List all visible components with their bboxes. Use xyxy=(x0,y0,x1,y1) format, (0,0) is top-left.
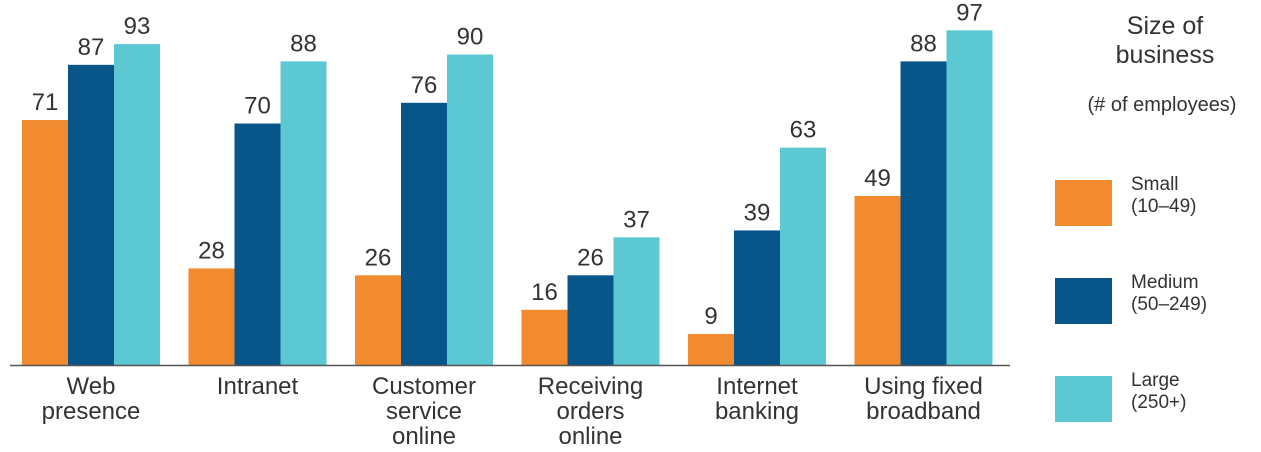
category-label-line: banking xyxy=(715,398,799,425)
category-label-line: Internet xyxy=(716,373,798,400)
bar-medium-3 xyxy=(567,275,614,365)
category-label-line: Web xyxy=(67,373,116,400)
value-label-large-2: 90 xyxy=(457,24,484,51)
bar-medium-5 xyxy=(900,61,947,366)
bar-small-4 xyxy=(688,333,734,365)
category-label-line: broadband xyxy=(866,398,981,425)
category-label-line: Receiving xyxy=(538,373,643,400)
category-label-2: Customer service online xyxy=(372,373,476,450)
category-label-line: Using fixed xyxy=(864,373,983,400)
bar-small-3 xyxy=(521,309,568,365)
bar-medium-1 xyxy=(234,123,281,365)
legend-item-medium: Medium (50–249) xyxy=(1055,272,1255,334)
category-label-line: presence xyxy=(42,398,141,425)
bar-small-1 xyxy=(188,268,235,365)
bar-large-4 xyxy=(780,147,826,365)
value-label-small-4: 9 xyxy=(704,303,717,330)
category-label-line: orders xyxy=(556,398,624,425)
value-label-small-2: 26 xyxy=(365,244,392,271)
legend-swatch-large xyxy=(1055,376,1112,422)
bar-small-5 xyxy=(854,195,901,365)
value-label-medium-3: 26 xyxy=(577,244,604,271)
value-label-large-5: 97 xyxy=(956,0,983,26)
legend-subtitle: (# of employees) xyxy=(1087,94,1237,116)
bar-medium-0 xyxy=(68,64,114,365)
legend-label-small: Small (10–49) xyxy=(1131,174,1197,217)
category-label-5: Using fixed broadband xyxy=(864,373,983,425)
bar-medium-4 xyxy=(734,230,780,365)
bar-medium-2 xyxy=(401,102,447,366)
value-label-medium-5: 88 xyxy=(910,30,937,57)
bar-large-5 xyxy=(946,30,993,365)
category-label-line: online xyxy=(558,423,622,450)
bar-small-2 xyxy=(355,275,401,365)
legend-label-medium: Medium (50–249) xyxy=(1131,272,1208,315)
value-label-large-3: 37 xyxy=(623,206,650,233)
legend-title: Size of business xyxy=(1115,12,1215,69)
legend-item-small: Small (10–49) xyxy=(1055,174,1255,236)
category-label-1: Intranet xyxy=(217,373,299,400)
legend-swatch-medium xyxy=(1055,278,1112,324)
value-labels-group: 71 87 93 28 70 88 26 76 90 16 26 37 9 39 63 49 88 97 xyxy=(32,0,983,330)
value-label-large-0: 93 xyxy=(124,13,151,40)
value-label-small-0: 71 xyxy=(32,89,59,116)
value-label-large-4: 63 xyxy=(790,117,817,144)
value-label-medium-1: 70 xyxy=(244,93,271,120)
category-label-line: service xyxy=(386,398,462,425)
category-label-3: Receiving orders online xyxy=(538,373,643,450)
bar-large-2 xyxy=(447,54,493,365)
value-label-small-5: 49 xyxy=(864,165,891,192)
category-label-line: Intranet xyxy=(217,373,299,400)
legend-label-large: Large (250+) xyxy=(1131,370,1187,413)
bar-chart: 71 87 93 28 70 88 26 76 90 16 26 37 9 39 63 49 88 97 Web p… xyxy=(10,0,1010,450)
value-label-small-3: 16 xyxy=(531,279,558,306)
bar-large-3 xyxy=(613,237,660,365)
value-label-large-1: 88 xyxy=(290,30,317,57)
category-label-line: Customer xyxy=(372,373,476,400)
legend-swatch-small xyxy=(1055,180,1112,226)
category-label-4: Internet banking xyxy=(715,373,799,425)
value-label-medium-4: 39 xyxy=(744,199,771,226)
category-label-0: Web presence xyxy=(42,373,141,425)
legend-item-large: Large (250+) xyxy=(1055,370,1255,432)
bars-group xyxy=(22,30,993,366)
bar-large-0 xyxy=(114,44,160,366)
bar-small-0 xyxy=(22,120,68,365)
value-label-small-1: 28 xyxy=(198,237,225,264)
bar-large-1 xyxy=(280,61,327,366)
category-label-line: online xyxy=(392,423,456,450)
value-label-medium-0: 87 xyxy=(78,34,105,61)
value-label-medium-2: 76 xyxy=(411,72,438,99)
